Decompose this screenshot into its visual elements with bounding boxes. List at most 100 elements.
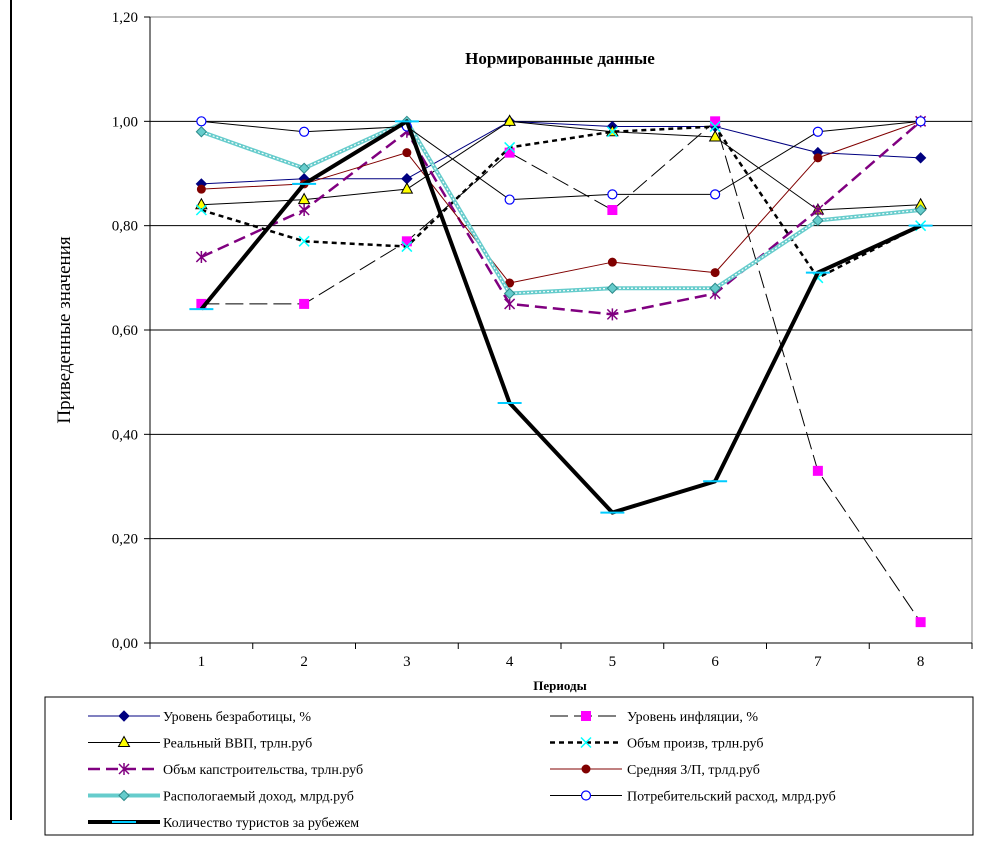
data-point [606,126,618,138]
series-4 [195,121,927,284]
data-point [118,763,130,775]
y-axis-label: Приведенные значения [54,236,75,423]
x-axis-label: Периоды [533,678,586,693]
legend-label: Объм произв, трлн.руб [627,737,763,752]
data-point [118,789,130,802]
legend-item-9: Количество туристов за рубежем [88,816,359,831]
data-point [196,184,206,194]
series-6 [196,116,926,288]
x-axis-ticks: 1 2 3 4 5 6 7 8 [149,642,973,670]
data-point [298,162,310,174]
data-point [298,204,310,217]
legend-item-2: Уровень инфляции, % [550,710,758,725]
data-point [812,204,824,217]
data-point [401,241,413,253]
x-tick-label: 5 [609,654,617,670]
series-line-texture [201,120,921,295]
data-point [710,189,721,200]
data-point [299,298,310,309]
series-9 [189,119,933,515]
data-point [813,153,823,163]
x-tick-label: 8 [917,654,925,670]
gridlines [150,120,972,540]
data-point [504,297,516,310]
x-tick-label: 3 [403,654,411,670]
data-point [607,257,617,267]
y-axis-ticks: 0,00 0,20 0,40 0,60 0,80 1,00 1,20 [112,10,151,652]
data-point [914,152,927,164]
legend: Уровень безработицы, % Уровень инфляции, … [88,710,836,831]
data-point [709,121,721,133]
data-point [914,204,927,216]
legend-item-8: Потребительский расход, млрд.руб [550,790,836,805]
series-line [199,119,922,515]
x-tick-label: 6 [711,654,719,670]
y-tick-label: 1,20 [112,10,138,26]
data-point [606,308,618,321]
data-point [812,465,823,476]
y-tick-label: 1,00 [112,114,138,130]
legend-label: Количество туристов за рубежем [163,816,359,831]
series-line [201,120,921,284]
x-tick-label: 4 [506,654,514,670]
data-point [195,250,207,263]
data-point [402,148,412,158]
data-point [298,235,310,247]
data-point [299,126,310,137]
y-tick-label: 0,80 [112,219,138,235]
x-tick-label: 1 [198,654,206,670]
data-point [708,129,722,142]
data-point [401,236,412,247]
legend-label: Распологаемый доход, млрд.руб [163,790,354,805]
data-point [607,189,618,200]
legend-label: Уровень безработицы, % [163,710,311,725]
legend-label: Объм капстроительства, трлн.руб [163,763,363,778]
legend-item-6: Средняя З/П, трлд.руб [550,763,760,778]
legend-item-3: Реальный ВВП, трлн.руб [88,735,312,752]
series-line [200,120,922,316]
series-line [201,125,922,280]
data-point [580,790,592,801]
data-point [503,287,516,300]
data-point [581,764,591,774]
legend-box [44,696,974,836]
series-line [201,120,922,623]
data-point [504,147,515,158]
series-line [201,120,921,201]
y-tick-label: 0,60 [112,323,138,339]
legend-item-5: Объм капстроительства, трлн.руб [88,763,363,778]
data-point [117,735,131,747]
legend-label: Уровень инфляции, % [627,710,758,725]
data-point [607,205,618,216]
data-point [195,126,208,138]
series-7 [195,115,927,300]
data-point [915,116,926,127]
data-point [580,736,592,749]
y-tick-label: 0,20 [112,532,138,548]
chart-title: Нормированные данные [465,49,655,68]
data-point [503,114,516,126]
data-point [504,194,515,205]
data-point [581,711,591,721]
data-point [196,116,207,127]
data-point [400,182,414,194]
data-point [812,214,824,227]
legend-item-1: Уровень безработицы, % [88,710,311,725]
data-point [915,617,926,628]
data-point [195,204,207,216]
y-tick-label: 0,00 [112,636,138,652]
data-point [297,192,311,205]
data-point [812,126,823,137]
data-point [710,116,721,127]
y-tick-label: 0,40 [112,427,138,443]
legend-label: Потребительский расход, млрд.руб [627,790,836,805]
data-point [504,141,516,153]
data-point [606,282,619,294]
x-tick-label: 2 [300,654,308,670]
legend-label: Реальный ВВП, трлн.руб [163,737,312,752]
series-group [189,114,933,628]
left-border [10,0,12,820]
data-point [710,268,720,278]
data-point [118,710,130,722]
